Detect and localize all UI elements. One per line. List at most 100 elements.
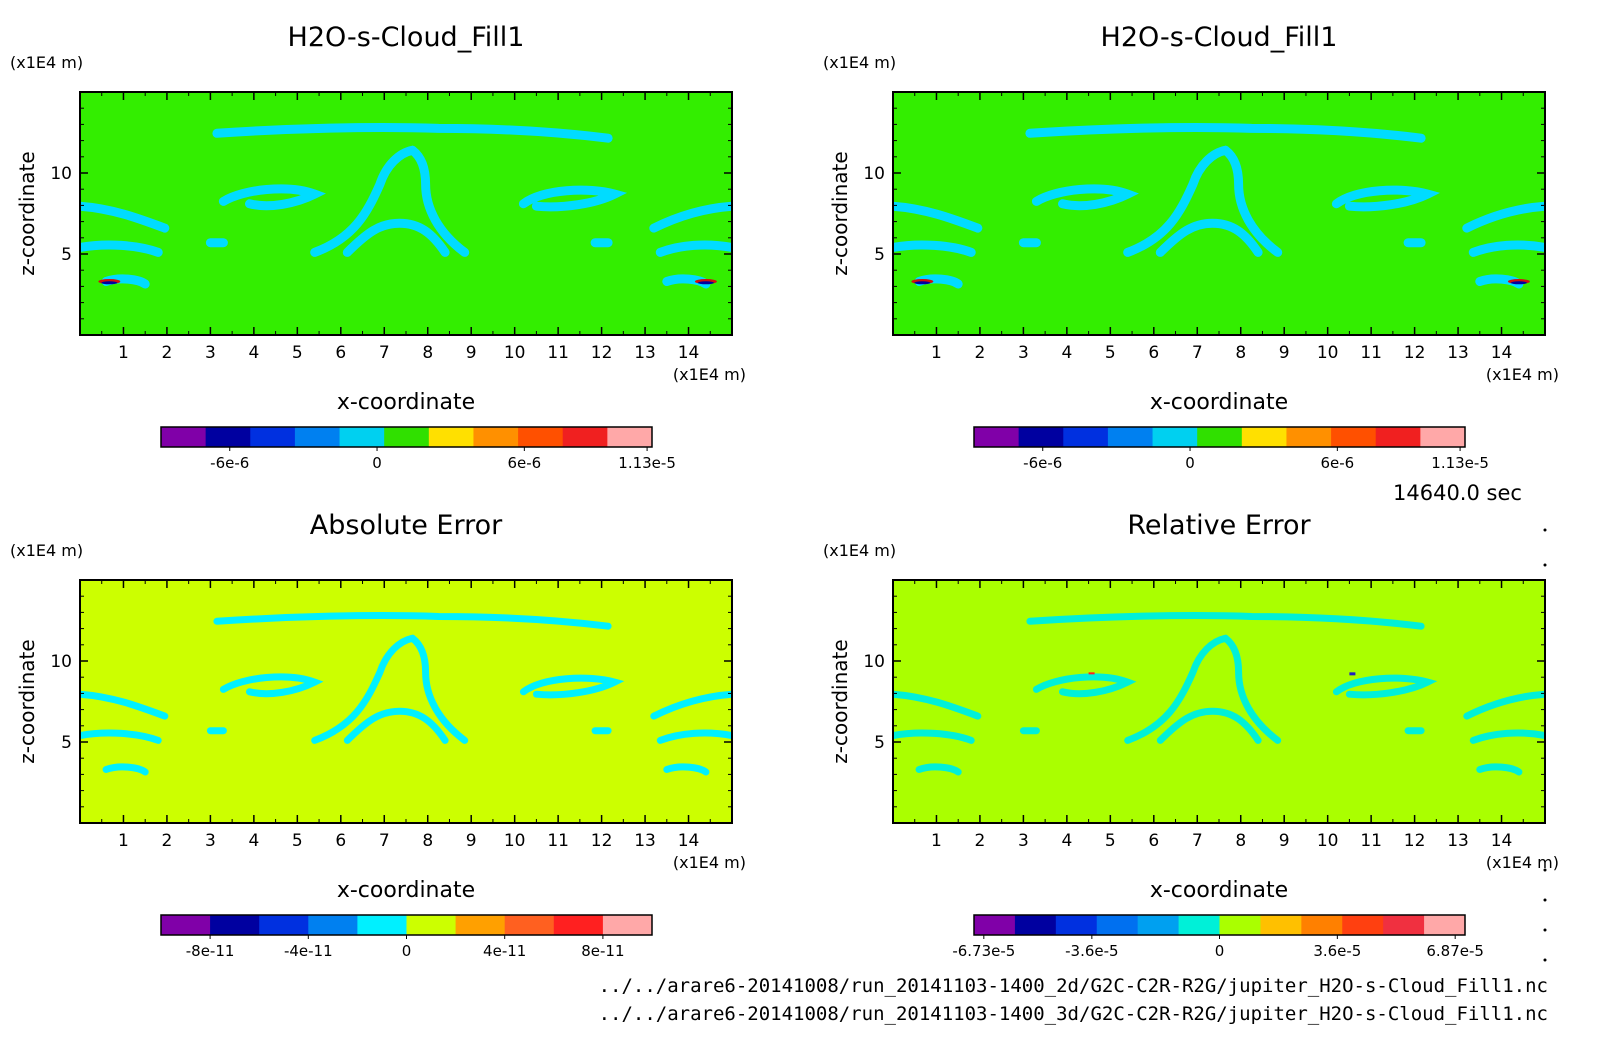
colorbar-swatch — [473, 427, 519, 447]
plot-field — [80, 92, 732, 335]
y-unit-label: (x1E4 m) — [823, 53, 896, 72]
cloud-contour — [1221, 145, 1283, 257]
x-tick-label: 6 — [335, 831, 346, 851]
cloud-structures — [80, 122, 732, 289]
x-axis-label: x-coordinate — [337, 390, 475, 415]
cloud-contour — [1332, 674, 1438, 699]
file-path-3d: ../../arare6-20141008/run_20141103-1400_… — [598, 1003, 1548, 1025]
x-tick-label: 13 — [634, 343, 656, 363]
colorbar-swatch — [518, 427, 564, 447]
colorbar-tick-label: 0 — [1215, 942, 1225, 960]
x-tick-label: 13 — [1447, 831, 1469, 851]
y-axis-label: z-coordinate — [828, 639, 852, 763]
x-tick-label: 9 — [466, 343, 477, 363]
cloud-contour — [1222, 634, 1282, 744]
x-tick-label: 11 — [547, 831, 569, 851]
colorbar-tick-label: 3.6e-5 — [1313, 942, 1361, 960]
x-tick-label: 8 — [1235, 343, 1246, 363]
colorbar-swatch — [384, 427, 430, 447]
x-tick-label: 9 — [1279, 343, 1290, 363]
colorbar-swatch — [1260, 915, 1302, 935]
cloud-contour — [1476, 763, 1523, 776]
x-tick-label: 10 — [504, 343, 526, 363]
colorbar-swatch — [1197, 427, 1243, 447]
y-tick-label: 5 — [61, 245, 72, 265]
margin-dot — [1543, 928, 1547, 932]
x-axis-label: x-coordinate — [337, 878, 475, 903]
x-tick-label: 13 — [1447, 343, 1469, 363]
extreme-spot — [1349, 672, 1356, 676]
x-tick-label: 14 — [678, 343, 700, 363]
margin-dot — [1543, 958, 1547, 962]
colorbar-swatch — [1219, 915, 1261, 935]
cloud-contour — [1156, 707, 1262, 744]
colorbar-swatch — [339, 427, 385, 447]
colorbar-tick-label: 6e-6 — [1320, 454, 1354, 472]
cloud-contour — [80, 729, 162, 744]
colorbar-swatch — [607, 427, 653, 447]
x-tick-label: 4 — [1061, 831, 1072, 851]
cloud-contour — [212, 122, 613, 143]
colorbar-tick-label: -4e-11 — [284, 942, 333, 960]
colorbar-tick-label: -6e-6 — [1023, 454, 1062, 472]
x-tick-label: 6 — [1148, 343, 1159, 363]
x-tick-label: 13 — [634, 831, 656, 851]
cloud-contour — [80, 240, 163, 257]
x-tick-label: 8 — [422, 343, 433, 363]
colorbar-tick-label: -8e-11 — [186, 942, 235, 960]
chart-panel-4: Relative Error(x1E4 m)1 2 3 4 5 6 7 8 9 10 11 12 13 1… — [823, 510, 1559, 960]
cloud-contour — [80, 690, 169, 720]
colorbar-swatch — [1096, 915, 1139, 935]
cloud-contour — [1331, 185, 1441, 212]
x-tick-label: 3 — [1018, 831, 1029, 851]
colorbar-tick-label: 6e-6 — [507, 454, 541, 472]
cloud-contour — [408, 145, 470, 257]
x-unit-label: (x1E4 m) — [673, 853, 746, 872]
cloud-contour — [1155, 218, 1263, 257]
x-unit-label: (x1E4 m) — [673, 365, 746, 384]
cloud-contour — [219, 673, 324, 698]
cloud-contour — [655, 240, 732, 257]
x-tick-label: 5 — [292, 343, 303, 363]
extreme-spot — [697, 281, 714, 285]
colorbar-swatch — [1063, 427, 1109, 447]
colorbar-swatch — [1178, 915, 1220, 935]
colorbar-swatch — [250, 427, 296, 447]
file-path-2d: ../../arare6-20141008/run_20141103-1400_… — [598, 975, 1548, 997]
colorbar-swatch — [259, 915, 309, 935]
colorbar-tick-label: 6.87e-5 — [1426, 942, 1484, 960]
cloud-contour — [1463, 690, 1545, 720]
colorbar-swatch — [1331, 427, 1377, 447]
colorbar-tick-label: 0 — [402, 942, 412, 960]
colorbar-swatch — [455, 915, 506, 935]
x-tick-label: 9 — [1279, 831, 1290, 851]
colorbar-swatch — [974, 427, 1020, 447]
colorbar-frame — [973, 426, 1466, 448]
cloud-contour — [310, 145, 417, 257]
time-label: 14640.0 sec — [1393, 481, 1522, 505]
y-tick-label: 5 — [874, 245, 885, 265]
x-tick-label: 4 — [1061, 343, 1072, 363]
x-tick-label: 14 — [1491, 831, 1513, 851]
y-tick-label: 10 — [50, 652, 72, 672]
x-unit-label: (x1E4 m) — [1486, 853, 1559, 872]
colorbar-swatch — [357, 915, 407, 935]
colorbar-swatch — [1014, 915, 1057, 935]
x-tick-label: 9 — [466, 831, 477, 851]
colorbar-tick-label: 8e-11 — [581, 942, 624, 960]
cloud-contour — [893, 240, 976, 257]
colorbar-swatch — [428, 427, 474, 447]
extreme-spot — [1088, 672, 1095, 675]
x-tick-label: 14 — [678, 831, 700, 851]
x-tick-label: 4 — [248, 831, 259, 851]
cloud-contour — [409, 634, 469, 744]
x-tick-label: 6 — [335, 343, 346, 363]
cloud-contour — [1124, 634, 1229, 744]
cloud-contour — [1026, 612, 1425, 630]
y-axis-label: z-coordinate — [15, 639, 39, 763]
x-tick-label: 1 — [118, 343, 129, 363]
plot-field — [893, 580, 1545, 823]
x-tick-label: 3 — [205, 343, 216, 363]
margin-dot — [1543, 563, 1547, 567]
cloud-contour — [519, 674, 625, 699]
